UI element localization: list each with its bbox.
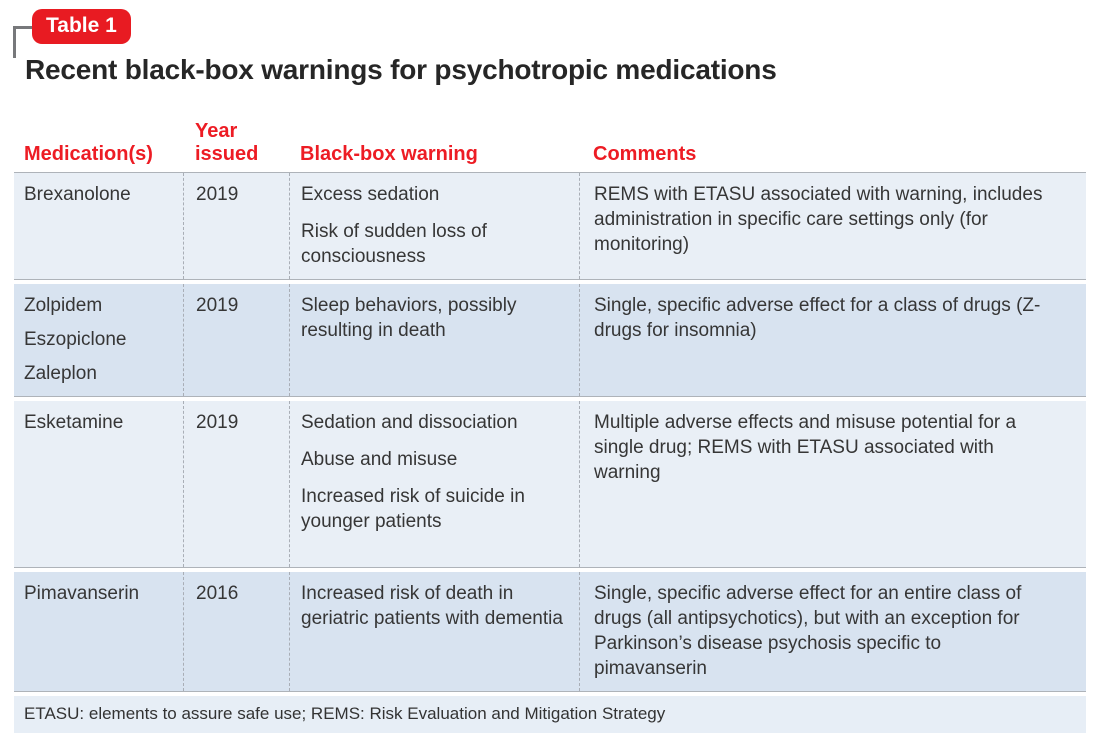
warning-text: Increased risk of death in geriatric pat… [301, 583, 563, 629]
comment-text: REMS with ETASU associated with warning,… [594, 184, 1043, 255]
table-footnote: ETASU: elements to assure safe use; REMS… [14, 696, 1086, 733]
medication-name: Eszopiclone [24, 329, 127, 350]
col-header-black-box-warning: Black-box warning [300, 143, 478, 165]
year-issued-cell: 2019 [183, 284, 289, 396]
year-issued-cell: 2016 [183, 572, 289, 691]
warning-text: Sleep behaviors, possibly resulting in d… [301, 295, 517, 341]
col-header-comments: Comments [593, 143, 697, 165]
col-header-medications: Medication(s) [24, 143, 153, 165]
corner-bracket [13, 26, 37, 58]
warning-text: Abuse and misuse [301, 449, 458, 470]
comment-text: Single, specific adverse effect for an e… [594, 583, 1022, 679]
table-title: Recent black-box warnings for psychotrop… [25, 54, 777, 85]
comment-text: Single, specific adverse effect for a cl… [594, 295, 1041, 341]
black-box-warning-cell: Sleep behaviors, possibly resulting in d… [289, 284, 579, 396]
table-row-z-drugs: Zolpidem Eszopiclone Zaleplon 2019 Sleep… [14, 284, 1086, 396]
table-number-label: Table 1 [46, 14, 117, 37]
warning-text: Risk of sudden loss of consciousness [301, 221, 487, 267]
medication-name: Pimavanserin [24, 583, 140, 604]
table-row-pimavanserin: Pimavanserin 2016 Increased risk of deat… [14, 572, 1086, 691]
medications-cell: Brexanolone [14, 173, 183, 279]
year-issued-cell: 2019 [183, 173, 289, 279]
medication-name: Zolpidem [24, 295, 103, 316]
table-row-brexanolone: Brexanolone 2019 Excess sedation Risk of… [14, 173, 1086, 279]
black-box-warnings-table: Medication(s) Year issued Black-box warn… [14, 108, 1086, 733]
comment-text: Multiple adverse effects and misuse pote… [594, 412, 1017, 483]
medication-name: Esketamine [24, 412, 124, 433]
year-issued: 2019 [196, 184, 239, 205]
medications-cell: Pimavanserin [14, 572, 183, 691]
table-number-badge: Table 1 [32, 9, 131, 44]
year-issued: 2016 [196, 583, 239, 604]
table-row-esketamine: Esketamine 2019 Sedation and dissociatio… [14, 401, 1086, 567]
table-header-row: Medication(s) Year issued Black-box warn… [14, 108, 1086, 173]
warning-text: Sedation and dissociation [301, 412, 518, 433]
medication-name: Zaleplon [24, 363, 97, 384]
warning-text: Excess sedation [301, 184, 440, 205]
year-issued-cell: 2019 [183, 401, 289, 567]
medications-cell: Esketamine [14, 401, 183, 567]
comments-cell: Multiple adverse effects and misuse pote… [579, 401, 1086, 567]
black-box-warning-cell: Excess sedation Risk of sudden loss of c… [289, 173, 579, 279]
black-box-warning-cell: Increased risk of death in geriatric pat… [289, 572, 579, 691]
warning-text: Increased risk of suicide in younger pat… [301, 486, 525, 532]
year-issued: 2019 [196, 295, 239, 316]
year-issued: 2019 [196, 412, 239, 433]
comments-cell: Single, specific adverse effect for a cl… [579, 284, 1086, 396]
table-body: Brexanolone 2019 Excess sedation Risk of… [14, 173, 1086, 691]
black-box-warning-cell: Sedation and dissociation Abuse and misu… [289, 401, 579, 567]
medications-cell: Zolpidem Eszopiclone Zaleplon [14, 284, 183, 396]
col-header-year-issued: Year issued [195, 120, 259, 165]
footnote-text: ETASU: elements to assure safe use; REMS… [24, 704, 666, 723]
comments-cell: Single, specific adverse effect for an e… [579, 572, 1086, 691]
medication-name: Brexanolone [24, 184, 131, 205]
comments-cell: REMS with ETASU associated with warning,… [579, 173, 1086, 279]
